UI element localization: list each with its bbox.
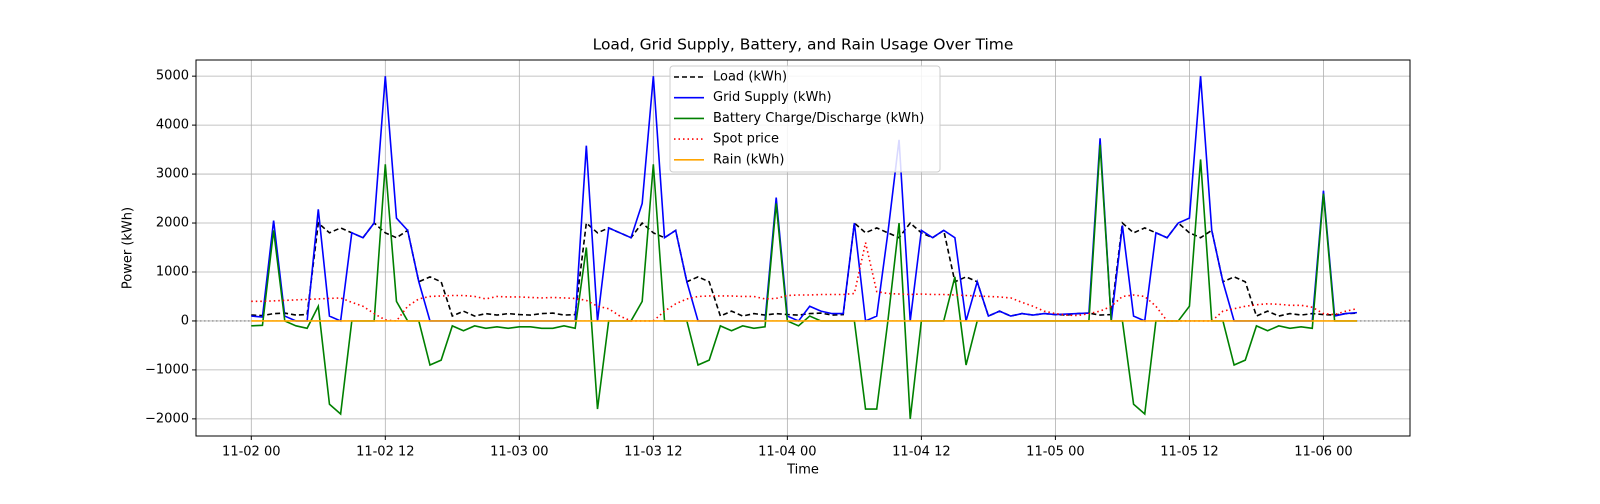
x-tick-label: 11-02 00 [222, 445, 280, 460]
x-tick-label: 11-03 12 [624, 445, 682, 460]
x-tick-label: 11-05 12 [1160, 445, 1218, 460]
y-tick-label: 1000 [156, 264, 189, 279]
x-tick-label: 11-06 00 [1294, 445, 1352, 460]
x-tick-label: 11-04 00 [758, 445, 816, 460]
x-tick-label: 11-03 00 [490, 445, 548, 460]
y-tick-label: 2000 [156, 216, 189, 231]
x-tick-label: 11-02 12 [356, 445, 414, 460]
legend-box [669, 65, 941, 173]
y-tick-label: 4000 [156, 118, 189, 133]
y-tick-label: 5000 [156, 69, 189, 84]
y-tick-label: 0 [181, 313, 189, 328]
chart-title: Load, Grid Supply, Battery, and Rain Usa… [593, 36, 1014, 54]
x-tick-label: 11-05 00 [1026, 445, 1084, 460]
x-tick-label: 11-04 12 [892, 445, 950, 460]
y-tick-label: −1000 [145, 362, 189, 377]
y-tick-label: 3000 [156, 167, 189, 182]
x-axis-label: Time [786, 463, 819, 478]
legend: Load (kWh) Grid Supply (kWh) Battery Charg… [669, 65, 941, 173]
y-axis-label: Power (kWh) [121, 207, 136, 289]
y-tick-label: −2000 [145, 411, 189, 426]
plot-frame [195, 59, 1411, 437]
legend-label: Battery Charge/Discharge (kWh) [713, 111, 924, 126]
legend-label: Grid Supply (kWh) [713, 90, 832, 105]
legend-label: Rain (kWh) [713, 152, 784, 167]
legend-label: Spot price [713, 132, 779, 147]
legend-label: Load (kWh) [713, 70, 787, 85]
